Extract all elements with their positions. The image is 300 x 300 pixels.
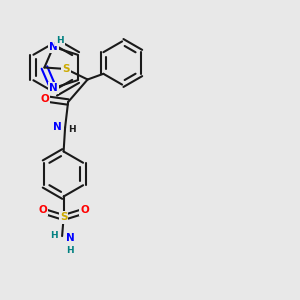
Text: N: N (53, 122, 62, 133)
Text: H: H (56, 36, 64, 45)
Text: O: O (38, 205, 47, 215)
Text: N: N (49, 42, 58, 52)
Text: N: N (66, 232, 75, 243)
Text: N: N (49, 83, 58, 93)
Text: S: S (62, 64, 70, 74)
Text: O: O (40, 94, 50, 104)
Text: S: S (60, 212, 68, 223)
Text: H: H (66, 246, 74, 255)
Text: H: H (68, 125, 76, 134)
Text: H: H (50, 231, 58, 240)
Text: O: O (80, 205, 89, 215)
